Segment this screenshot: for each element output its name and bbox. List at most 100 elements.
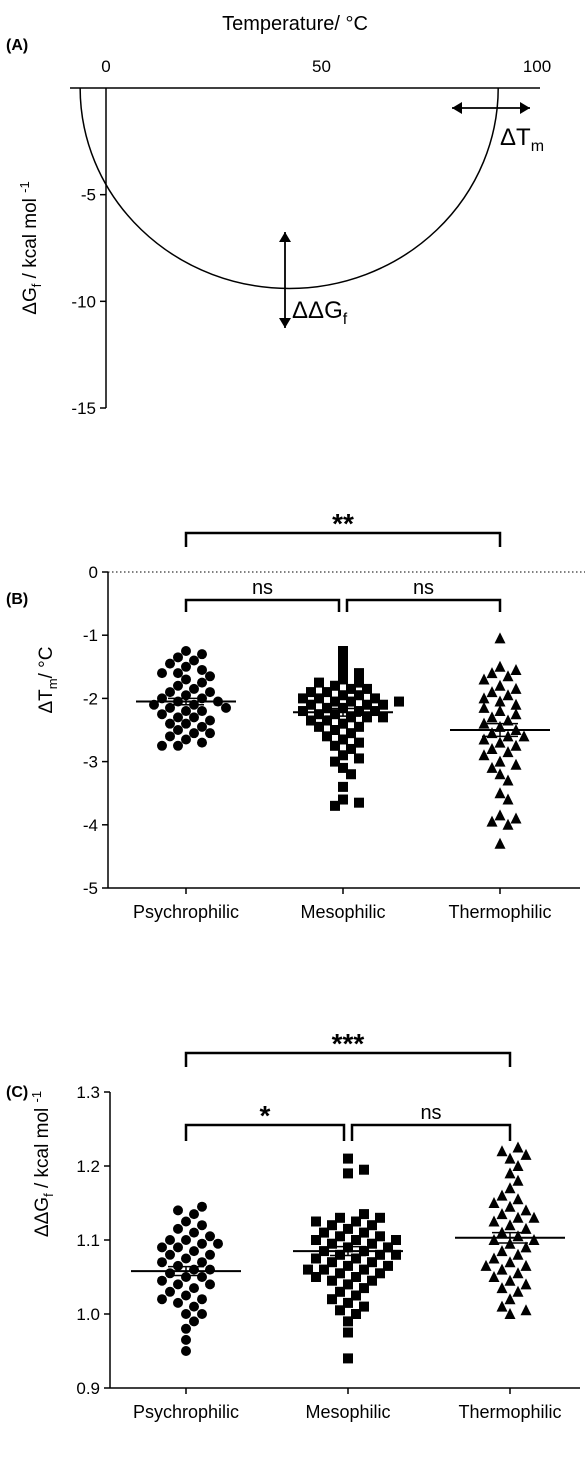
data-point-psychrophilic [157, 668, 167, 679]
data-point-mesophilic [346, 712, 356, 723]
data-point-mesophilic [311, 1253, 321, 1264]
x-tick-label: Mesophilic [305, 1402, 390, 1422]
panel-a-x-tick-label: 50 [312, 57, 331, 76]
data-point-mesophilic [359, 1227, 369, 1238]
data-point-mesophilic [391, 1235, 401, 1245]
data-point-mesophilic [367, 1257, 377, 1268]
x-tick-label: Psychrophilic [133, 1402, 239, 1422]
data-point-thermophilic [504, 1167, 516, 1179]
panel-a-x-tick-labels: 0 50 100 [101, 57, 551, 76]
data-point-psychrophilic [189, 1209, 199, 1220]
data-point-mesophilic [378, 699, 388, 710]
data-point-mesophilic [335, 1231, 345, 1242]
data-point-thermophilic [496, 1300, 508, 1312]
data-point-thermophilic [502, 746, 514, 758]
data-point-mesophilic [311, 1235, 321, 1245]
panel-a-x-axis-title: Temperature/ °C [222, 13, 368, 35]
data-point-psychrophilic [197, 721, 207, 732]
data-point-thermophilic [520, 1259, 532, 1271]
y-tick-label: -1 [83, 626, 98, 645]
data-point-mesophilic [367, 1220, 377, 1231]
data-point-thermophilic [512, 1193, 524, 1205]
data-point-mesophilic [354, 753, 364, 764]
data-point-mesophilic [335, 1268, 345, 1279]
data-point-mesophilic [327, 1238, 337, 1249]
data-point-mesophilic [351, 1253, 361, 1264]
data-point-psychrophilic [181, 1346, 191, 1356]
data-point-psychrophilic [221, 702, 231, 713]
data-point-thermophilic [496, 1245, 508, 1257]
data-point-psychrophilic [173, 1205, 183, 1216]
data-point-mesophilic [351, 1309, 361, 1319]
data-point-psychrophilic [197, 1257, 207, 1268]
data-point-mesophilic [351, 1235, 361, 1245]
x-tick-label: Thermophilic [448, 902, 551, 922]
y-tick-label: -5 [83, 879, 98, 898]
data-point-mesophilic [330, 725, 340, 735]
data-point-psychrophilic [181, 1272, 191, 1282]
data-point-mesophilic [338, 794, 348, 805]
data-point-thermophilic [494, 695, 506, 707]
data-point-mesophilic [335, 1212, 345, 1223]
significance-bracket [350, 1123, 512, 1141]
data-point-mesophilic [346, 743, 356, 754]
data-point-psychrophilic [173, 652, 183, 663]
data-point-psychrophilic [181, 1309, 191, 1319]
data-point-psychrophilic [157, 740, 167, 751]
panel-c-label: (C) [6, 1084, 28, 1101]
y-tick-label: -4 [83, 816, 98, 835]
data-point-psychrophilic [205, 1279, 215, 1290]
data-point-mesophilic [359, 1209, 369, 1220]
y-tick-label: 0.9 [76, 1379, 100, 1398]
data-point-psychrophilic [173, 680, 183, 691]
data-point-psychrophilic [173, 712, 183, 723]
data-point-psychrophilic [189, 712, 199, 723]
data-point-psychrophilic [173, 668, 183, 679]
panel-a-curve-chart: (A) Temperature/ °C 0 50 100 -5-10-15 ΔTm … [6, 13, 551, 418]
panel-a-label: (A) [6, 37, 28, 54]
data-point-thermophilic [494, 837, 506, 849]
data-point-thermophilic [486, 667, 498, 679]
data-point-mesophilic [322, 715, 332, 726]
data-point-psychrophilic [173, 1297, 183, 1308]
data-point-mesophilic [383, 1242, 393, 1253]
panel-a-x-tick-label: 0 [101, 57, 110, 76]
data-point-mesophilic [311, 1272, 321, 1282]
data-point-psychrophilic [157, 1294, 167, 1305]
significance-bracket [184, 1051, 512, 1067]
significance-bracket [184, 1123, 346, 1141]
data-point-thermophilic [494, 736, 506, 748]
data-point-mesophilic [298, 693, 308, 704]
significance-bracket [184, 598, 341, 612]
y-tick-label: 0 [89, 563, 98, 582]
data-point-psychrophilic [181, 1290, 191, 1301]
data-point-psychrophilic [165, 687, 175, 698]
significance-label: ns [252, 577, 273, 599]
data-point-thermophilic [502, 793, 514, 805]
data-point-mesophilic [375, 1268, 385, 1279]
data-point-mesophilic [391, 1249, 401, 1260]
data-point-mesophilic [362, 712, 372, 723]
data-point-thermophilic [502, 689, 514, 701]
data-point-mesophilic [351, 1216, 361, 1227]
data-point-mesophilic [319, 1264, 329, 1275]
data-point-thermophilic [504, 1256, 516, 1268]
y-tick-label: 1.0 [76, 1305, 100, 1324]
data-point-psychrophilic [181, 646, 191, 656]
data-point-psychrophilic [173, 1223, 183, 1234]
data-point-psychrophilic [189, 1283, 199, 1294]
data-point-mesophilic [351, 1272, 361, 1282]
data-point-psychrophilic [157, 1242, 167, 1253]
data-point-thermophilic [512, 1174, 524, 1186]
data-point-thermophilic [504, 1293, 516, 1305]
data-point-thermophilic [520, 1304, 532, 1316]
data-point-thermophilic [510, 698, 522, 710]
data-point-psychrophilic [205, 687, 215, 698]
data-point-psychrophilic [165, 1235, 175, 1245]
data-point-psychrophilic [165, 718, 175, 729]
data-point-psychrophilic [181, 1235, 191, 1245]
data-point-psychrophilic [181, 674, 191, 685]
data-point-thermophilic [478, 692, 490, 704]
data-point-mesophilic [311, 1216, 321, 1227]
data-point-psychrophilic [181, 1253, 191, 1264]
